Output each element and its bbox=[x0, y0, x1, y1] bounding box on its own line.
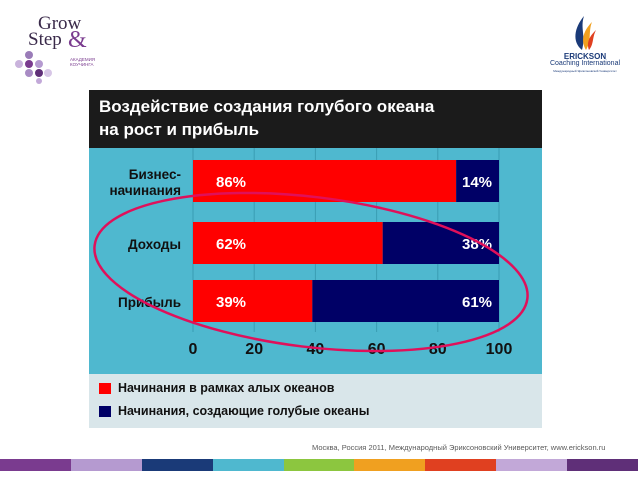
bar-segment bbox=[193, 222, 383, 264]
x-tick-label: 100 bbox=[486, 341, 513, 358]
bar-segment bbox=[312, 280, 499, 322]
category-label: начинания bbox=[110, 183, 181, 198]
data-label: 61% bbox=[462, 294, 492, 311]
x-tick-label: 80 bbox=[429, 341, 447, 358]
legend-swatch-red bbox=[99, 382, 111, 394]
growstep-logo: Grow Step & АКАДЕМИЯ КОУЧИНГА bbox=[14, 13, 95, 84]
category-label: Доходы bbox=[128, 237, 181, 252]
chart-panel: Воздействие создания голубого океана на … bbox=[89, 90, 542, 428]
x-tick-label: 60 bbox=[368, 341, 386, 358]
erickson-tagline: Международный Эриксоновский Университет bbox=[553, 69, 617, 73]
x-tick-label: 0 bbox=[189, 341, 198, 358]
chart-title: Воздействие создания голубого океана на … bbox=[99, 97, 435, 139]
erickson-logo: ERICKSON Coaching International Междунар… bbox=[542, 12, 628, 74]
flame-icon bbox=[575, 16, 596, 50]
grape-dots-icon bbox=[15, 51, 52, 84]
logo-grow-text: Grow bbox=[38, 13, 82, 34]
data-label: 62% bbox=[216, 236, 246, 253]
bar-segment bbox=[193, 280, 313, 322]
highlight-ellipse bbox=[93, 191, 529, 353]
category-label: Прибыль bbox=[118, 295, 181, 310]
legend-label-blue: Начинания, создающие голубые океаны bbox=[118, 404, 370, 418]
data-label: 39% bbox=[216, 294, 246, 311]
logo-ampersand: & bbox=[68, 27, 87, 53]
bar-segment bbox=[456, 160, 499, 202]
data-label: 86% bbox=[216, 174, 246, 191]
legend-swatch-blue bbox=[99, 405, 111, 417]
footer-caption: Москва, Россия 2011, Международный Эрикс… bbox=[312, 443, 606, 452]
category-label: Бизнес- bbox=[129, 167, 181, 182]
legend-item-blue: Начинания, создающие голубые океаны bbox=[99, 404, 369, 418]
chart-legend: Начинания в рамках алых океанов Начинани… bbox=[89, 374, 542, 428]
footer-color-stripe bbox=[0, 459, 638, 471]
chart-header: Воздействие создания голубого океана на … bbox=[89, 90, 542, 148]
x-tick-label: 40 bbox=[307, 341, 325, 358]
bar-segment bbox=[193, 160, 457, 202]
stacked-bar-chart: 86% 14% Бизнес-начинания 62% 38% Доходы 39% 61%… bbox=[93, 148, 529, 358]
erickson-name: ERICKSON bbox=[563, 52, 607, 61]
logo-step-text: Step bbox=[28, 29, 62, 50]
legend-label-red: Начинания в рамках алых океанов bbox=[118, 381, 335, 395]
legend-item-red: Начинания в рамках алых океанов bbox=[99, 381, 334, 395]
x-tick-label: 20 bbox=[245, 341, 263, 358]
data-label: 14% bbox=[462, 174, 492, 191]
data-label: 38% bbox=[462, 236, 492, 253]
erickson-subtitle: Coaching International bbox=[549, 60, 621, 67]
logo-subtitle: АКАДЕМИЯ КОУЧИНГА bbox=[70, 57, 96, 67]
